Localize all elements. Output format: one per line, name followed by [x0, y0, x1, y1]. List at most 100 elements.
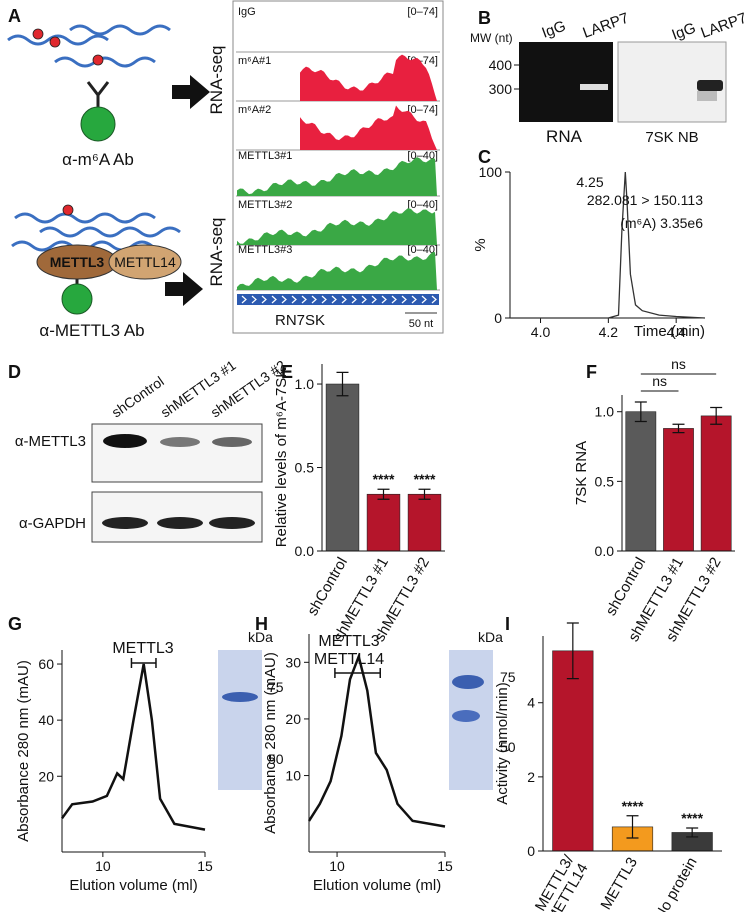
line-trace: [60, 663, 206, 831]
gel-unit: kDa: [478, 629, 503, 645]
y-tick-label: 1.0: [595, 404, 615, 420]
gene-chevron: [311, 295, 317, 304]
antibody-label: α-m⁶A Ab: [62, 150, 134, 169]
annotation: ****: [373, 471, 395, 487]
gel-band: [222, 692, 258, 702]
x-tick-label: 4.2: [599, 324, 619, 340]
method-label: RNA-seq: [207, 46, 226, 115]
y-tick-label: 0.5: [295, 460, 315, 476]
x-tick-label: 4.4: [666, 324, 686, 340]
arrow: [172, 75, 210, 109]
lane-label: IgG: [540, 18, 569, 42]
coverage-track: [300, 54, 437, 101]
lane-label: shControl: [109, 373, 167, 420]
bracket: [130, 658, 157, 668]
bar: [700, 415, 732, 552]
row-label: α-GAPDH: [19, 515, 86, 532]
bracket: [334, 668, 381, 678]
gene-chevron: [401, 295, 407, 304]
gel-marker: 75: [500, 669, 516, 685]
mettl14-protein: [108, 244, 182, 280]
bar: [625, 411, 657, 552]
error-bar: [418, 488, 431, 500]
gene-label: RN7SK: [275, 312, 325, 329]
bar: [325, 383, 360, 552]
rna-gel: [519, 42, 613, 122]
y-tick-label: 30: [285, 654, 301, 670]
annotation: METTL14: [314, 651, 384, 668]
y-tick-label: 0: [494, 310, 502, 326]
y-tick-label: 60: [38, 656, 54, 672]
track-name: METTL3#1: [238, 150, 292, 162]
gene-chevron: [331, 295, 337, 304]
gene-chevron: [431, 295, 437, 304]
line-trace: [510, 171, 706, 319]
y-axis-label: Relative levels of m⁶A-7SK: [273, 368, 290, 548]
gene-chevron: [381, 295, 387, 304]
annotation: 4.25: [576, 174, 603, 190]
y-axis-label: 7SK RNA: [573, 441, 590, 505]
annotation: METTL3: [112, 640, 173, 657]
annotation: ns: [652, 373, 667, 389]
gene-chevron: [351, 295, 357, 304]
western-blot: [91, 491, 263, 543]
gene-chevron: [271, 295, 277, 304]
track-name: METTL3#2: [238, 199, 292, 211]
panel-label: A: [8, 6, 21, 26]
x-tick-label: 4.0: [531, 324, 551, 340]
blot-smear: [697, 91, 717, 101]
track-range: [0–74]: [407, 104, 438, 116]
error-bar: [626, 815, 639, 839]
annotation: ****: [414, 471, 436, 487]
y-axis-label: %: [472, 238, 489, 251]
lane-label: LARP7: [699, 10, 749, 42]
x-tick-label: METTL3/METTL14: [530, 852, 592, 912]
mw-label: MW (nt): [470, 31, 513, 45]
gel-unit: kDa: [248, 629, 273, 645]
annotation: (m⁶A) 3.35e6: [620, 215, 703, 231]
gene-chevron: [281, 295, 287, 304]
gene-chevron: [371, 295, 377, 304]
blot-band: [697, 80, 723, 91]
lane-label: LARP7: [581, 10, 631, 42]
error-bar: [672, 423, 685, 434]
annotation: ****: [681, 810, 703, 826]
panel-label: H: [255, 614, 268, 634]
y-tick-label: 100: [479, 164, 503, 180]
gene-chevron: [291, 295, 297, 304]
track-range: [0–74]: [407, 6, 438, 18]
tracks: IgG [0–74]m⁶A#1 [0–74]m⁶A#2 [0–74]METTL3#1[…: [236, 6, 440, 291]
y-tick-label: 2: [527, 769, 535, 785]
bar: [407, 493, 442, 552]
gene-chevron: [341, 295, 347, 304]
bar: [366, 493, 401, 552]
marker-label: 300: [489, 81, 513, 97]
y-tick-label: 0.0: [595, 543, 615, 559]
arrow: [165, 272, 203, 306]
gene-chevron: [261, 295, 267, 304]
coverage-track: [237, 252, 437, 290]
protein-label: METTL3: [50, 254, 105, 270]
track-range: [0–40]: [407, 199, 438, 211]
gene-chevron: [361, 295, 367, 304]
rna-strands: [7, 24, 181, 252]
x-tick-label: 15: [197, 858, 213, 874]
antibody-bead: [61, 283, 93, 315]
gene-chevron: [251, 295, 257, 304]
blot-band: [160, 437, 200, 447]
gene-chevron: [241, 295, 247, 304]
gel-caption: 7SK NB: [645, 129, 698, 146]
panel-label: D: [8, 362, 21, 382]
gene-chevron: [411, 295, 417, 304]
y-tick-label: 10: [285, 768, 301, 784]
gene-bar: [237, 294, 439, 305]
track-range: [0–40]: [407, 244, 438, 256]
row-label: α-METTL3: [15, 433, 86, 450]
blot-band: [103, 434, 147, 448]
x-axis-label: Elution volume (ml): [313, 877, 441, 894]
x-axis-label: Time (min): [634, 323, 705, 340]
y-tick-label: 1.0: [295, 376, 315, 392]
gel-marker: 50: [268, 751, 284, 767]
scale-label: 50 nt: [409, 318, 433, 330]
y-tick-label: 20: [285, 711, 301, 727]
